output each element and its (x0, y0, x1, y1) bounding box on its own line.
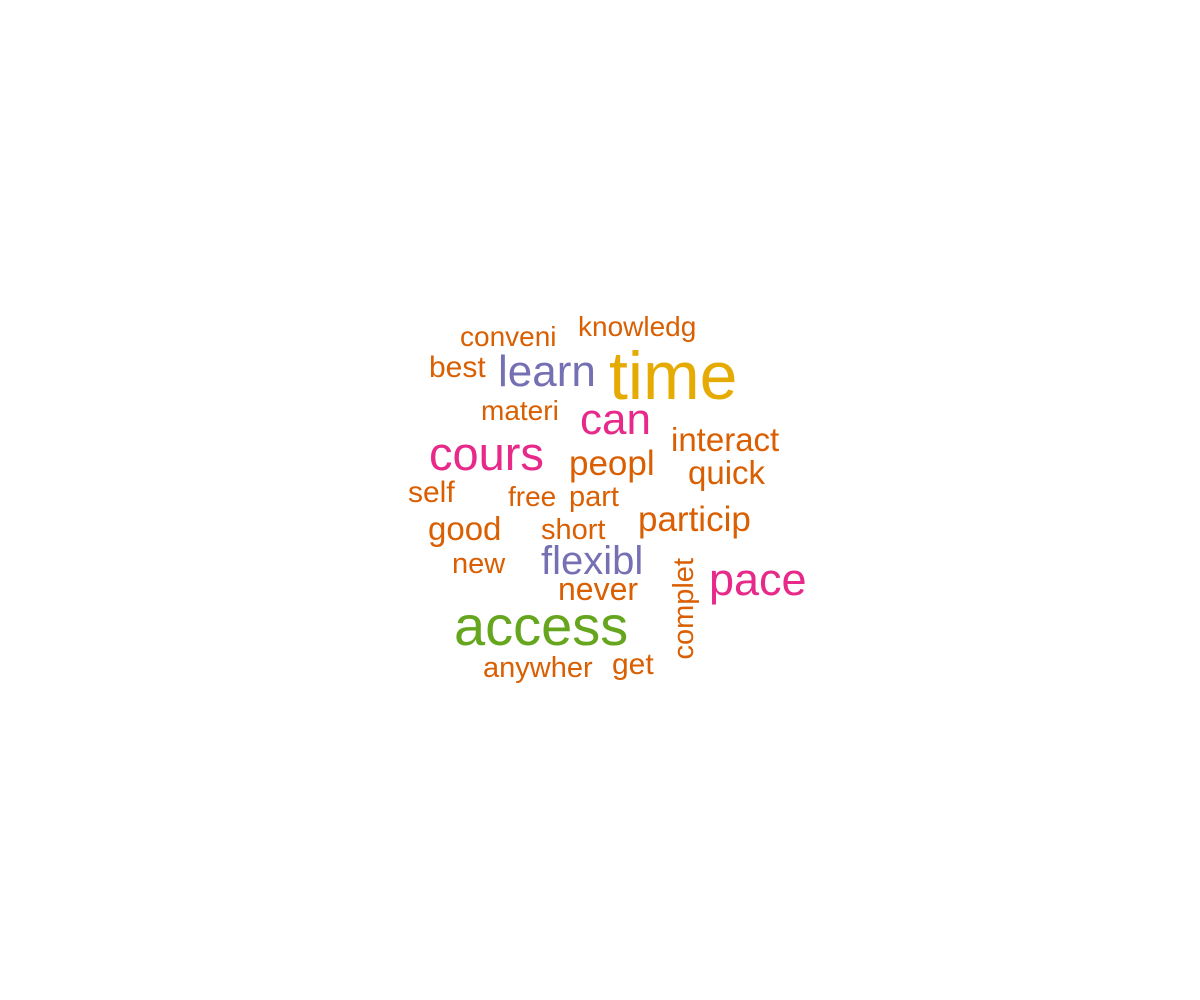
word-interact: interact (671, 421, 780, 458)
word-part: part (569, 481, 619, 513)
word-particip: particip (638, 500, 751, 539)
word-conveni: conveni (460, 321, 557, 352)
word-self: self (408, 476, 455, 509)
word-flexibl: flexibl (541, 539, 644, 583)
word-anywher: anywher (483, 652, 593, 684)
word-new: new (452, 548, 506, 580)
word-best: best (429, 351, 486, 384)
word-complet: complet (668, 558, 700, 660)
word-knowledg: knowledg (578, 311, 697, 342)
word-can: can (580, 395, 651, 444)
word-get: get (612, 648, 654, 681)
word-access: access (454, 594, 629, 657)
word-never: never (558, 571, 639, 607)
word-cours: cours (429, 427, 544, 480)
word-peopl: peopl (569, 444, 655, 483)
word-materi: materi (481, 395, 559, 426)
word-pace: pace (709, 554, 807, 605)
word-short: short (541, 514, 606, 546)
word-good: good (428, 510, 502, 547)
word-learn: learn (498, 347, 596, 396)
word-quick: quick (688, 454, 766, 491)
word-free: free (508, 481, 557, 512)
word-time: time (609, 338, 738, 414)
